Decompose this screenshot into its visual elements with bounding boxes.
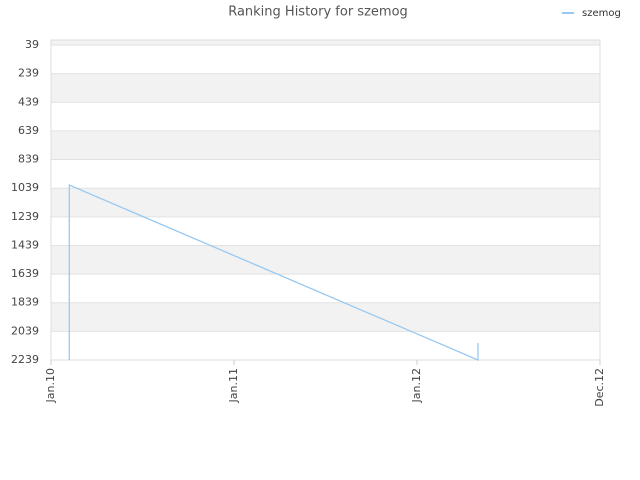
y-tick-label: 239 xyxy=(18,67,39,80)
grid-band xyxy=(51,331,600,360)
grid-band xyxy=(51,245,600,275)
y-tick-label: 39 xyxy=(25,38,39,51)
y-tick-label: 1039 xyxy=(11,181,39,194)
grid-band xyxy=(51,159,600,189)
grid-band xyxy=(51,274,600,303)
grid-band xyxy=(51,73,600,103)
chart-title: Ranking History for szemog xyxy=(228,5,408,20)
grid-band xyxy=(51,130,600,160)
x-tick-label: Jan.10 xyxy=(44,368,57,403)
plot-border xyxy=(50,39,601,361)
y-tick-label: 1639 xyxy=(11,267,39,280)
series-line xyxy=(68,184,479,361)
y-tick-label: 439 xyxy=(18,95,39,108)
grid-band xyxy=(51,40,600,46)
grid-band xyxy=(51,302,600,332)
legend-label: szemog xyxy=(582,8,621,19)
y-tick-label: 2239 xyxy=(11,353,39,366)
x-tick-label: Jan.11 xyxy=(227,368,240,403)
y-tick-label: 1239 xyxy=(11,210,39,223)
y-tick-label: 2039 xyxy=(11,324,39,337)
y-tick-label: 1839 xyxy=(11,296,39,309)
grid-band xyxy=(51,216,600,246)
y-tick-label: 639 xyxy=(18,124,39,137)
x-tick-label: Dec.12 xyxy=(593,368,606,407)
x-tick-label: Jan.12 xyxy=(410,368,423,403)
grid-band xyxy=(51,102,600,131)
grid-band xyxy=(51,45,600,74)
y-tick-label: 839 xyxy=(18,153,39,166)
y-tick-label: 1439 xyxy=(11,238,39,251)
grid-band xyxy=(51,188,600,217)
